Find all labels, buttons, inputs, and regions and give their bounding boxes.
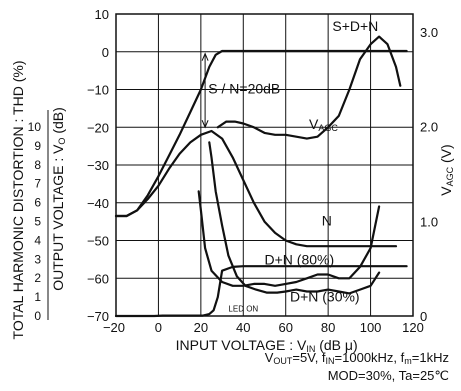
- annotation-vagc-part: V: [309, 116, 319, 132]
- vagc-tick-label: 2.0: [420, 120, 438, 135]
- x-axis-label-part: (dB μ): [315, 337, 357, 353]
- thd-tick-label: 9: [34, 139, 41, 153]
- annotation-vagc: VAGC: [309, 116, 338, 133]
- axis-labels: INPUT VOLTAGE : VIN (dB μ)TOTAL HARMONIC…: [10, 61, 455, 383]
- y-tick-label: −70: [87, 309, 109, 324]
- annotation-vagc-sub: AGC: [318, 123, 338, 133]
- series-line-4: [197, 190, 381, 287]
- y-tick-label: −20: [87, 120, 109, 135]
- sn-arrow-head-bottom: [201, 120, 209, 129]
- vo-axis-label-part: OUTPUT VOLTAGE : V: [50, 144, 66, 291]
- thd-tick-label: 2: [34, 271, 41, 285]
- y-tick-label: −50: [87, 234, 109, 249]
- x-tick-label: 0: [155, 320, 162, 335]
- thd-tick-label: 3: [34, 252, 41, 266]
- thd-tick-label: 1: [34, 290, 41, 304]
- series-line-1: [114, 265, 408, 318]
- thd-tick-label: 0: [34, 309, 41, 323]
- conditions-line-1: VOUT=5V, fIN=1000kHz, fm=1kHz: [265, 350, 449, 366]
- x-tick-label: 60: [278, 320, 292, 335]
- x-tick-label: 120: [402, 320, 424, 335]
- vagc-tick-label: 0: [420, 309, 427, 324]
- x-axis-label-sub: IN: [306, 344, 315, 354]
- x-tick-label: 100: [360, 320, 382, 335]
- plot-border: [115, 13, 414, 317]
- annotation-dn80: D+N (80%): [265, 251, 335, 267]
- conditions-sub: OUT: [273, 356, 293, 366]
- vo-axis-label: OUTPUT VOLTAGE : VO (dB): [50, 107, 67, 291]
- sn-arrow-head-top: [201, 52, 209, 61]
- tick-labels: 100−10−20−30−40−50−60−70−20 0 20 40 60 80 100 1…: [28, 7, 438, 335]
- x-tick-label: 80: [321, 320, 335, 335]
- x-tick-label: 20: [194, 320, 208, 335]
- x-tick-label: 40: [236, 320, 250, 335]
- y-tick-label: 10: [95, 7, 109, 22]
- annotation-sn: S / N=20dB: [208, 80, 280, 96]
- y-tick-label: −60: [87, 271, 109, 286]
- y-tick-label: −10: [87, 83, 109, 98]
- conditions-part: =1kHz: [412, 350, 449, 365]
- grid: [116, 14, 413, 316]
- vo-axis-label-sub: O: [57, 138, 67, 145]
- y-tick-label: 0: [102, 45, 109, 60]
- x-axis-label-part: INPUT VOLTAGE : V: [176, 337, 307, 353]
- vagc-tick-label: 1.0: [420, 214, 438, 229]
- conditions-sub: m: [404, 356, 412, 366]
- thd-tick-label: 4: [34, 233, 41, 247]
- x-axis-label: INPUT VOLTAGE : VIN (dB μ): [176, 337, 358, 354]
- conditions-part: =1000kHz, f: [335, 350, 405, 365]
- thd-tick-label: 8: [34, 158, 41, 172]
- annotation-led-on: LED ON: [228, 304, 258, 313]
- vagc-axis-label-part: V: [438, 186, 454, 196]
- plot-frame: [115, 13, 414, 317]
- conditions-part: =5V, f: [292, 350, 326, 365]
- series-line-5: [208, 141, 381, 295]
- vagc-tick-label: 3.0: [420, 25, 438, 40]
- conditions-sub: IN: [326, 356, 335, 366]
- annotation-sdn: S+D+N: [332, 18, 378, 34]
- vagc-axis-label-part: (V): [438, 144, 454, 167]
- curves: [114, 35, 408, 318]
- annotation-dn30: D+N (30%): [290, 289, 360, 305]
- series-line-3: [114, 129, 398, 248]
- annotations: S+D+N S / N=20dB VAGC N D+N (80%) D+N (30%) LE…: [201, 18, 378, 313]
- thd-tick-label: 6: [34, 196, 41, 210]
- conditions-line-2: MOD=30%, Ta=25℃: [328, 368, 449, 383]
- annotation-n: N: [322, 212, 332, 228]
- thd-tick-label: 10: [28, 120, 42, 134]
- vagc-axis-label-sub: AGC: [445, 166, 455, 186]
- y-tick-label: −30: [87, 158, 109, 173]
- series-line-2: [114, 49, 408, 218]
- thd-tick-label: 7: [34, 177, 41, 191]
- x-tick-label: −20: [103, 320, 125, 335]
- vo-axis-label-part: (dB): [50, 107, 66, 137]
- thd-axis-label: TOTAL HARMONIC DISTORTION : THD (%): [10, 61, 26, 340]
- y-tick-label: −40: [87, 196, 109, 211]
- thd-tick-label: 5: [34, 215, 41, 229]
- conditions-part: V: [265, 350, 274, 365]
- vagc-axis-label: VAGC (V): [438, 144, 455, 195]
- series-line-6: [216, 35, 402, 140]
